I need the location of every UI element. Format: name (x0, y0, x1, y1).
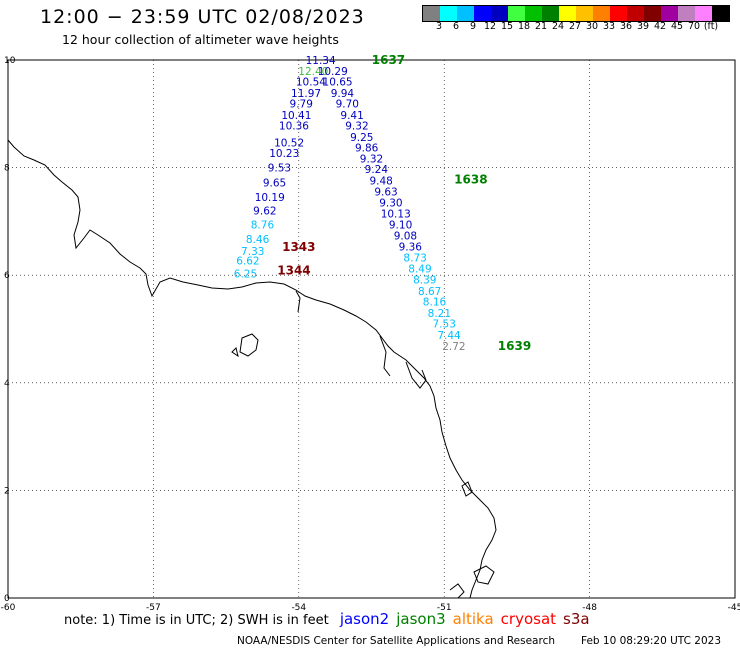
wave-height-value: 6.62 (236, 256, 259, 268)
y-tick-label: 6 (4, 271, 10, 281)
wave-height-values: 11.3412.4010.2910.5410.6511.97 9.949.79 9.… (234, 55, 466, 353)
pass-label: 1638 (454, 172, 487, 186)
wave-height-value: 9.62 (253, 206, 276, 218)
wave-height-value: 9.24 (365, 164, 389, 176)
lake-outline (240, 334, 258, 356)
generated-timestamp: Feb 10 08:29:20 UTC 2023 (581, 635, 721, 647)
satellite-s3a: s3a (563, 610, 590, 628)
footer-note: note: 1) Time is in UTC; 2) SWH is in fe… (64, 613, 329, 628)
pass-label: 1343 (282, 240, 315, 254)
wave-height-value: 9.53 (268, 163, 291, 175)
wave-height-value: 10.23 (269, 148, 299, 160)
wave-height-value: 2.72 (442, 341, 465, 353)
x-tick-label: -60 (1, 603, 16, 613)
wave-height-value: 8.39 (413, 275, 436, 287)
wave-height-value: 8.16 (423, 297, 447, 309)
satellite-cryosat: cryosat (501, 610, 556, 628)
satellite-jason2: jason2 (340, 610, 389, 628)
footer-note-row: note: 1) Time is in UTC; 2) SWH is in fe… (64, 610, 590, 628)
y-tick-label: 10 (4, 56, 16, 66)
wave-height-value: 10.19 (255, 192, 285, 204)
island-outline (474, 566, 494, 584)
y-tick-label: 0 (4, 594, 10, 604)
wave-height-value: 9.08 (394, 230, 417, 242)
wave-height-value: 9.70 (336, 99, 359, 111)
lake-outline (232, 348, 238, 356)
wave-height-value: 9.79 (290, 99, 313, 111)
y-tick-label: 4 (4, 379, 10, 389)
wave-height-value: 8.76 (251, 220, 275, 232)
y-tick-label: 2 (4, 486, 10, 496)
pass-label: 1344 (277, 263, 310, 277)
island-outline (450, 584, 464, 598)
wave-height-value: 10.13 (381, 208, 411, 220)
wave-height-value: 7.44 (437, 330, 461, 342)
satellite-legend: jason2 jason3 altika cryosat s3a (333, 613, 590, 628)
credit-line: NOAA/NESDIS Center for Satellite Applica… (237, 635, 555, 647)
wave-height-value: 9.32 (345, 121, 368, 133)
satellite-jason3: jason3 (396, 610, 445, 628)
coastline-river (296, 291, 300, 312)
x-tick-label: -45 (728, 603, 740, 613)
pass-label: 1637 (372, 53, 405, 67)
coastline-estuary (406, 362, 426, 388)
wave-height-value: 9.65 (263, 178, 286, 190)
wave-height-value: 8.73 (403, 252, 426, 264)
wave-height-value: 9.63 (374, 186, 397, 198)
wave-height-value: 7.53 (433, 319, 456, 331)
island-outline (462, 482, 472, 496)
wave-height-value: 10.36 (279, 121, 309, 133)
y-tick-label: 8 (4, 164, 10, 174)
coastline (8, 140, 496, 598)
coastline-mainland (8, 140, 496, 598)
wave-height-value: 6.25 (234, 269, 257, 281)
wave-height-value: 8.46 (246, 234, 270, 246)
pass-label: 1639 (498, 339, 531, 353)
wave-height-value: 10.65 (323, 77, 353, 89)
satellite-altika: altika (453, 610, 494, 628)
